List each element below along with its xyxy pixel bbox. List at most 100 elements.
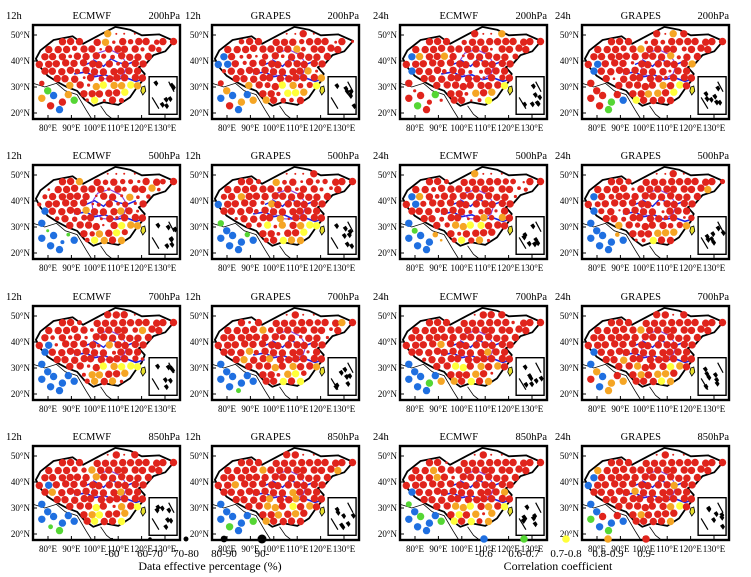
- station-marker: [603, 45, 611, 54]
- station-marker: [260, 200, 265, 205]
- inset-island: [708, 96, 714, 103]
- panel-lead-time: 12h: [6, 432, 23, 443]
- station-marker: [455, 371, 463, 379]
- station-marker: [490, 172, 493, 175]
- station-marker: [54, 466, 62, 475]
- station-marker: [475, 53, 484, 61]
- station-marker: [708, 318, 716, 327]
- inset-island: [522, 364, 528, 371]
- inset-island: [338, 369, 344, 376]
- station-marker: [615, 458, 624, 467]
- station-marker: [412, 60, 420, 68]
- station-marker: [299, 38, 305, 45]
- station-marker: [447, 185, 455, 193]
- station-marker: [58, 178, 67, 186]
- station-marker: [467, 52, 475, 60]
- station-marker: [312, 453, 315, 456]
- station-marker: [310, 494, 319, 503]
- station-marker: [484, 517, 493, 526]
- station-marker: [58, 489, 66, 497]
- station-marker: [487, 74, 496, 82]
- station-marker: [511, 320, 515, 325]
- station-marker: [622, 333, 631, 341]
- latitude-tick-label: 50°N: [560, 451, 580, 461]
- panel-model-name: GRAPES: [621, 432, 661, 443]
- station-marker: [648, 208, 657, 216]
- station-marker: [76, 362, 84, 370]
- longitude-tick-label: 90°E: [62, 404, 81, 414]
- station-marker: [119, 458, 127, 467]
- station-marker: [619, 96, 627, 104]
- station-marker: [488, 200, 496, 209]
- latitude-tick-label: 50°N: [378, 30, 398, 40]
- station-marker: [428, 356, 436, 364]
- station-marker: [457, 489, 466, 497]
- station-marker: [659, 178, 667, 186]
- station-marker: [115, 32, 118, 35]
- latitude-tick-label: 30°N: [378, 503, 398, 513]
- panel-lead-time: 12h: [185, 292, 202, 303]
- panel-model-name: ECMWF: [440, 432, 479, 443]
- station-marker: [631, 487, 639, 495]
- latitude-tick-label: 20°N: [11, 529, 31, 539]
- color-legend-dot: [562, 535, 570, 543]
- station-marker: [282, 179, 287, 185]
- station-marker: [237, 68, 245, 76]
- station-marker: [437, 44, 446, 52]
- panel-pressure-level: 850hPa: [698, 432, 730, 443]
- station-marker: [284, 481, 292, 489]
- latitude-tick-label: 30°N: [190, 503, 210, 513]
- station-marker: [220, 488, 228, 496]
- station-marker: [97, 466, 105, 474]
- station-marker: [267, 327, 274, 333]
- station-marker: [237, 459, 246, 467]
- station-marker: [233, 45, 241, 54]
- station-marker: [590, 334, 598, 342]
- station-marker: [115, 216, 119, 220]
- station-marker: [121, 60, 129, 69]
- station-marker: [214, 60, 222, 69]
- station-marker: [631, 187, 635, 191]
- station-marker: [334, 326, 342, 335]
- station-marker: [148, 465, 156, 473]
- station-marker: [425, 38, 434, 46]
- station-marker: [117, 222, 126, 230]
- station-marker: [625, 362, 633, 370]
- station-marker: [38, 515, 46, 523]
- latitude-tick-label: 20°N: [560, 108, 580, 118]
- station-marker: [317, 326, 326, 335]
- longitude-tick-label: 80°E: [218, 123, 237, 133]
- station-marker: [682, 453, 685, 456]
- station-marker: [473, 75, 481, 83]
- longitude-tick-label: 110°E: [107, 263, 130, 273]
- station-marker: [58, 38, 67, 46]
- south-china-sea-inset: [515, 497, 545, 537]
- station-marker: [429, 59, 437, 67]
- station-marker: [415, 473, 424, 482]
- station-marker: [312, 82, 321, 90]
- station-marker: [86, 495, 95, 503]
- station-marker: [88, 466, 96, 474]
- station-marker: [488, 341, 496, 350]
- station-marker: [415, 52, 424, 61]
- station-marker: [520, 38, 528, 46]
- station-marker: [584, 481, 592, 490]
- station-marker: [96, 202, 101, 207]
- station-marker: [148, 184, 156, 192]
- station-marker: [265, 214, 274, 222]
- station-marker: [613, 371, 621, 380]
- station-marker: [449, 192, 457, 201]
- station-marker: [619, 480, 627, 489]
- longitude-tick-label: 100°E: [262, 544, 285, 554]
- station-marker: [82, 487, 90, 495]
- station-marker: [429, 326, 438, 335]
- station-marker: [232, 355, 240, 364]
- station-marker: [422, 526, 431, 535]
- station-marker: [615, 347, 624, 355]
- station-marker: [61, 480, 70, 488]
- taiwan-island: [319, 506, 326, 517]
- station-marker: [637, 466, 645, 474]
- station-marker: [420, 200, 427, 207]
- station-marker: [245, 473, 253, 482]
- station-marker: [338, 37, 346, 46]
